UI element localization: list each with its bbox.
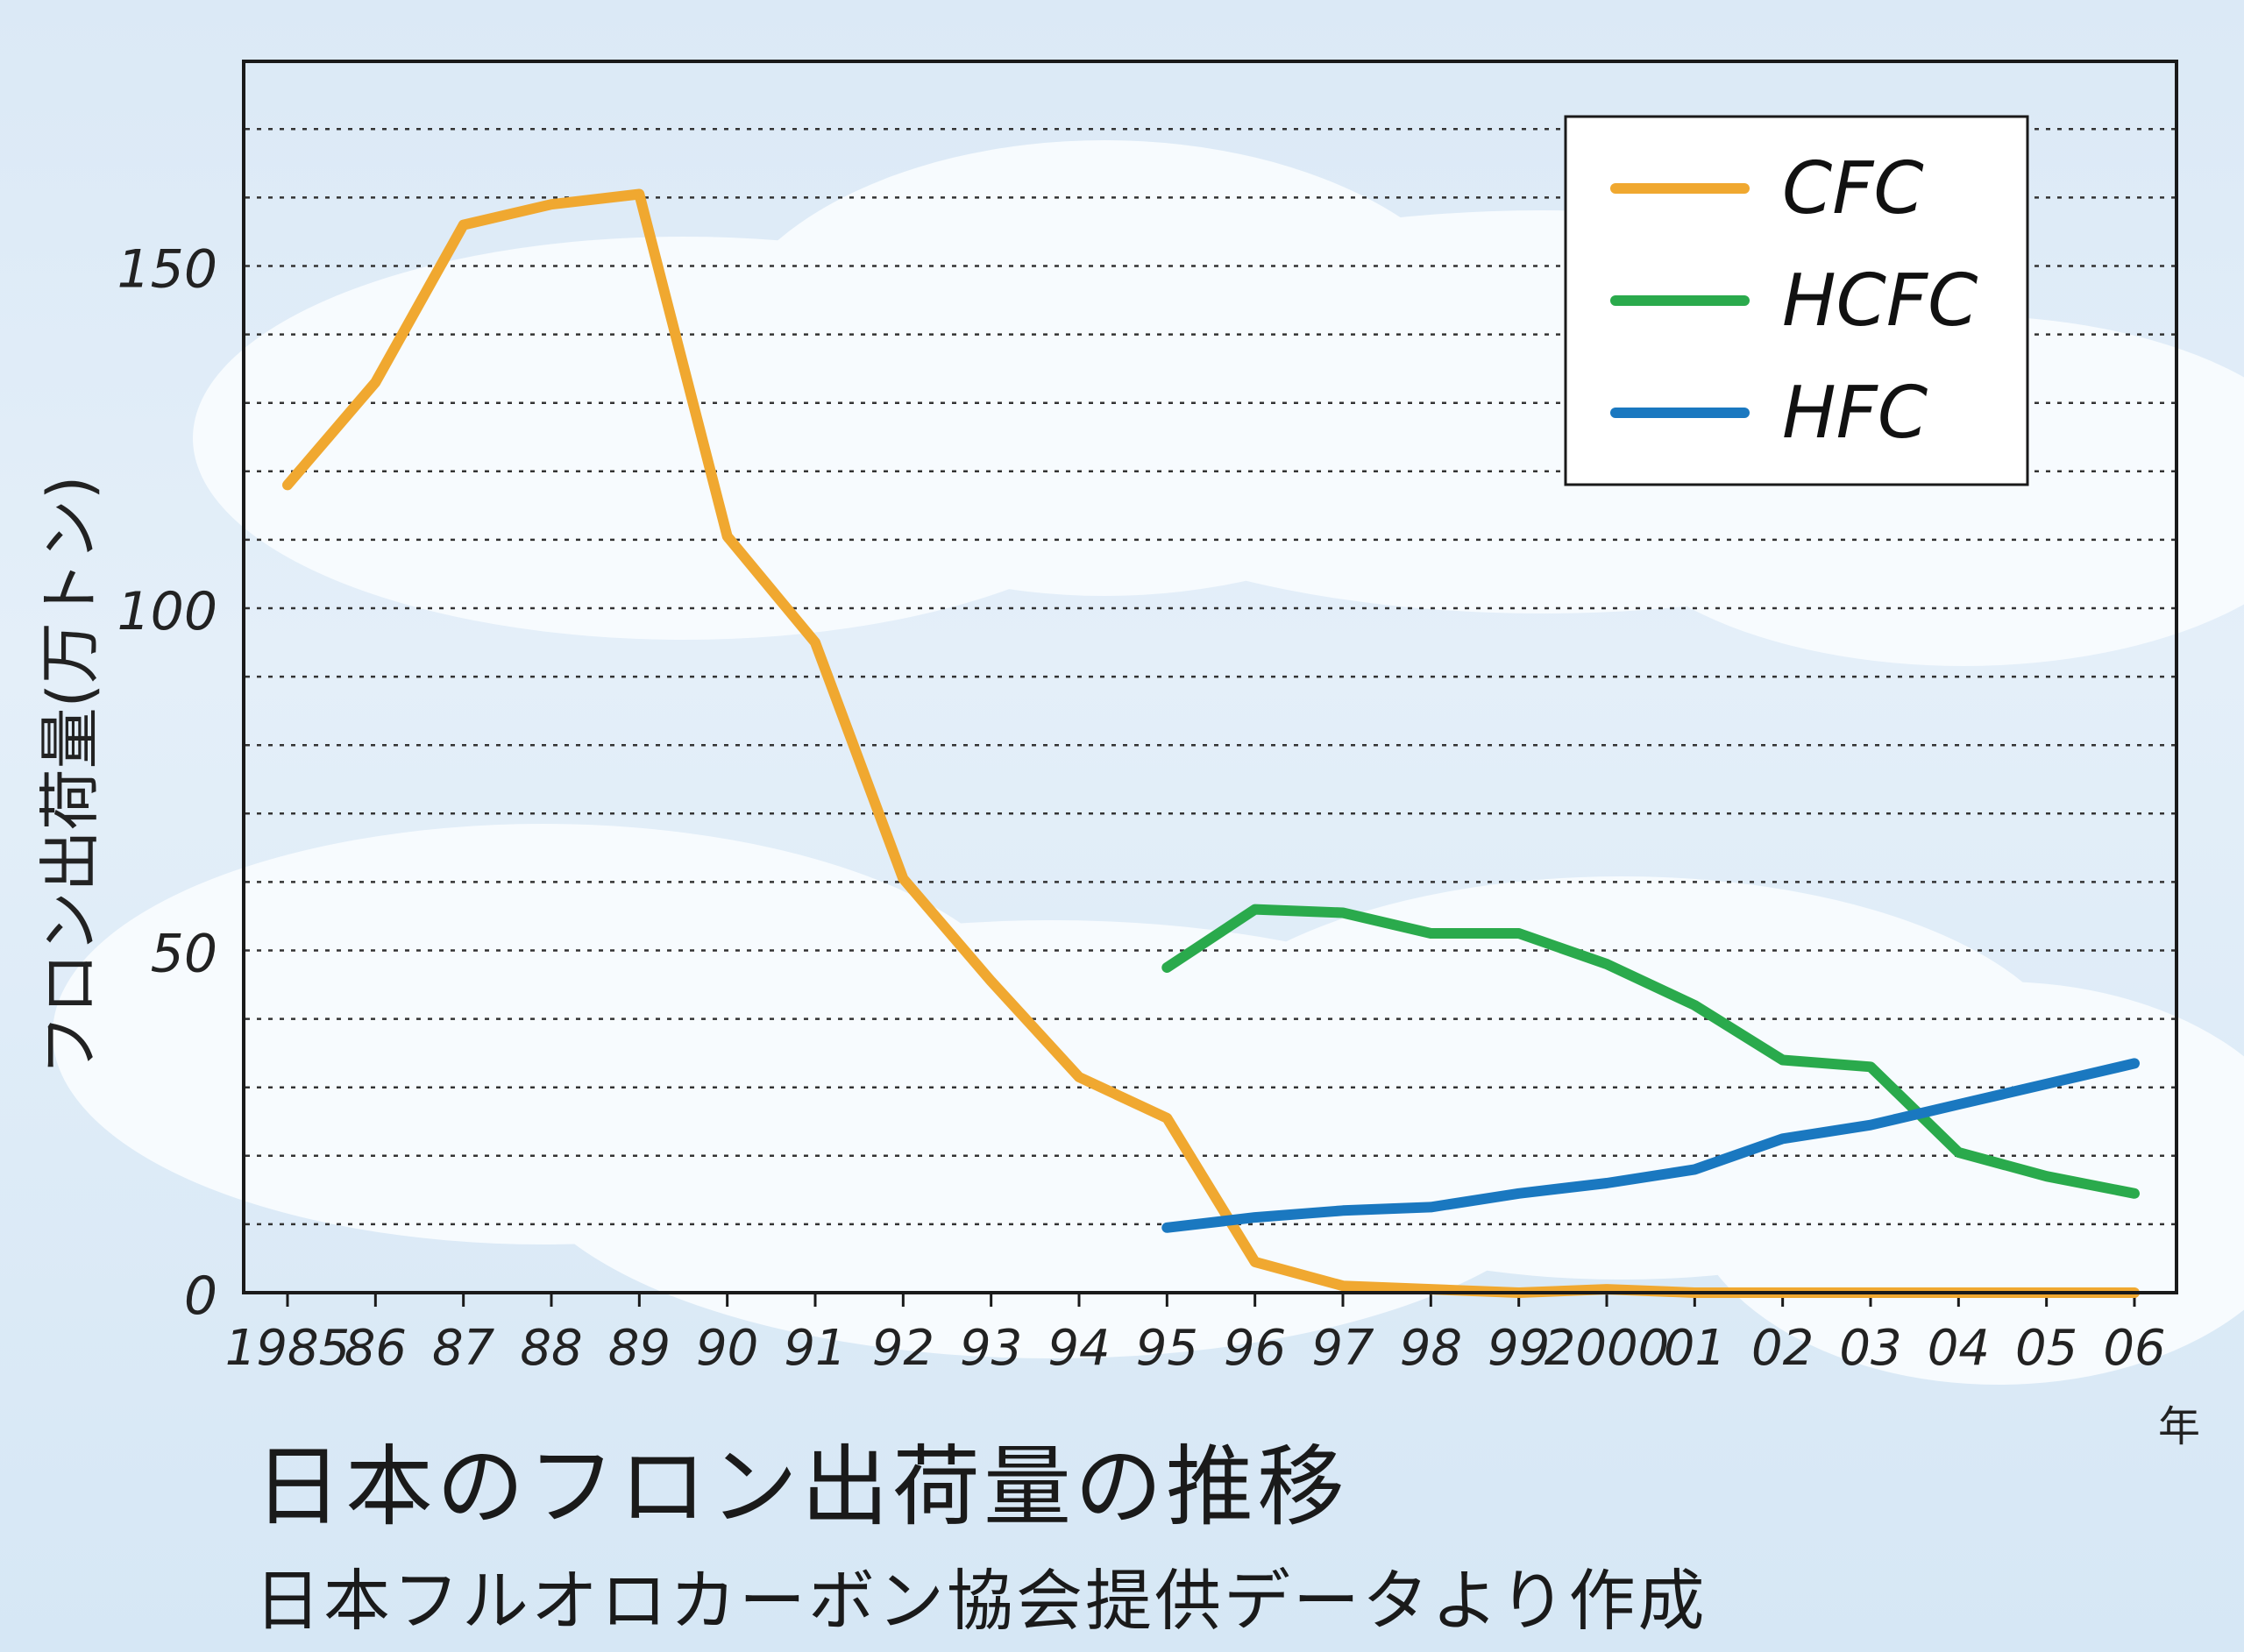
x-tick-label-04: 04 (1928, 1320, 1990, 1377)
x-tick-label-98: 98 (1400, 1320, 1462, 1377)
series-line-hcfc (1161, 904, 2140, 1199)
x-tick-label-01: 01 (1664, 1320, 1726, 1377)
legend-label-cfc: CFC (1782, 147, 1924, 230)
x-tick-label-02: 02 (1751, 1320, 1814, 1377)
x-tick-label-95: 95 (1136, 1320, 1198, 1377)
plot-area-frame (242, 60, 2178, 1294)
x-tick-label-97: 97 (1311, 1320, 1374, 1377)
x-tick-label-94: 94 (1047, 1320, 1110, 1377)
series-line-hfc (1161, 1058, 2140, 1233)
x-tick-label-91: 91 (784, 1320, 846, 1377)
y-tick-labels: 0 50 100 150 (117, 239, 217, 1328)
y-tick-label-150: 150 (117, 239, 217, 301)
y-tick-label-100: 100 (117, 581, 217, 642)
x-tick-label-1985: 1985 (225, 1320, 351, 1377)
chart-title: 日本のフロン出荷量の推移 (254, 1436, 1348, 1538)
x-tick-label-92: 92 (872, 1320, 934, 1377)
x-tick-label-96: 96 (1224, 1320, 1286, 1377)
x-tick-label-89: 89 (608, 1320, 671, 1377)
x-tick-label-99: 99 (1488, 1320, 1550, 1377)
chart-subtitle: 日本フルオロカーボン協会提供データより作成 (254, 1562, 1708, 1640)
x-tick-label-06: 06 (2103, 1320, 2165, 1377)
y-axis-label: フロン出荷量(万トン) (34, 476, 106, 1076)
y-tick-label-0: 0 (184, 1266, 217, 1327)
x-tick-label-03: 03 (1839, 1320, 1901, 1377)
x-tick-label-2000: 2000 (1545, 1320, 1670, 1377)
x-tick-label-90: 90 (696, 1320, 758, 1377)
x-tick-label-88: 88 (520, 1320, 582, 1377)
legend-label-hfc: HFC (1782, 372, 1928, 455)
x-tick-label-93: 93 (960, 1320, 1022, 1377)
x-axis-unit-label: 年 (2158, 1402, 2201, 1451)
legend-label-hcfc: HCFC (1782, 259, 1978, 343)
x-tick-label-86: 86 (344, 1320, 407, 1377)
x-tick-label-05: 05 (2015, 1320, 2077, 1377)
y-tick-label-50: 50 (151, 924, 217, 985)
x-tick-label-87: 87 (432, 1320, 495, 1377)
legend: CFC HCFC HFC (1564, 115, 2029, 486)
